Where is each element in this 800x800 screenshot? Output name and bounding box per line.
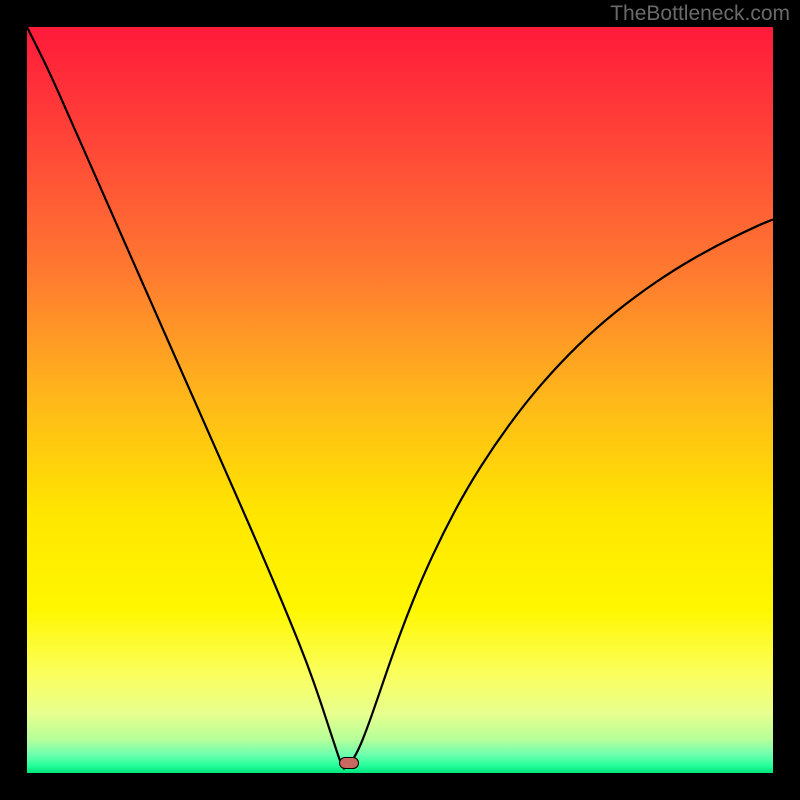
bottleneck-marker [339, 757, 359, 769]
chart-plot-area [27, 27, 773, 773]
bottleneck-curve-path [27, 27, 773, 769]
watermark-text: TheBottleneck.com [610, 2, 790, 26]
bottleneck-curve [27, 27, 773, 773]
